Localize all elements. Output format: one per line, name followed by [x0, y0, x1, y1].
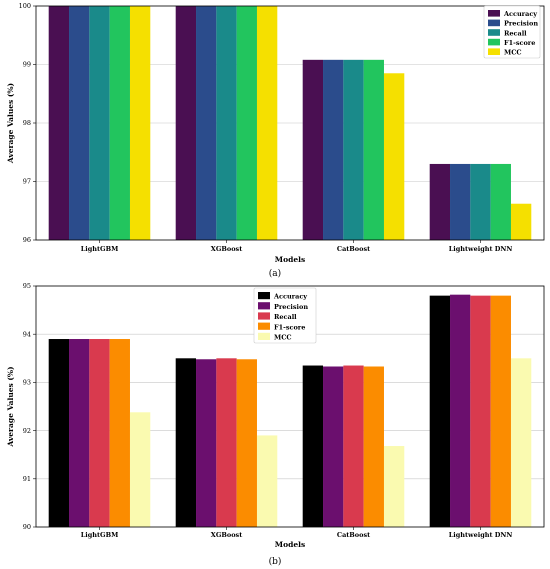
- x-tick-label: Lightweight DNN: [449, 245, 513, 253]
- legend-label: F1-score: [504, 39, 535, 47]
- panel-label: (b): [269, 556, 282, 567]
- y-tick-label: 100: [19, 2, 31, 10]
- x-tick-label: XGBoost: [211, 245, 242, 253]
- legend-swatch: [258, 312, 270, 320]
- legend-swatch: [258, 332, 270, 340]
- legend-label: Recall: [274, 313, 297, 321]
- bar-f1-score: [363, 366, 384, 527]
- bar-accuracy: [48, 339, 70, 527]
- legend-swatch: [258, 292, 270, 300]
- legend-swatch: [488, 19, 500, 27]
- bar-accuracy: [429, 163, 451, 240]
- bar-recall: [470, 163, 491, 240]
- y-tick-label: 99: [23, 61, 31, 69]
- bar-mcc: [129, 6, 151, 240]
- x-tick-label: LightGBM: [81, 245, 119, 253]
- y-tick-label: 94: [23, 330, 31, 338]
- x-tick-label: XGBoost: [211, 531, 242, 539]
- bar-mcc: [383, 73, 405, 241]
- bar-precision: [196, 359, 217, 527]
- bar-f1-score: [490, 163, 511, 240]
- x-tick-label: LightGBM: [81, 531, 119, 539]
- legend-label: Accuracy: [273, 293, 307, 301]
- y-tick-label: 95: [23, 282, 31, 290]
- legend-swatch: [488, 29, 500, 36]
- bar-recall: [343, 59, 364, 240]
- legend-label: MCC: [504, 49, 522, 57]
- bar-accuracy: [175, 358, 197, 527]
- bar-precision: [323, 366, 344, 527]
- y-tick-label: 96: [23, 236, 31, 244]
- bar-f1-score: [490, 295, 511, 527]
- legend-label: MCC: [274, 334, 292, 342]
- legend: Accuracy Precision Recall F1-score MCC: [253, 287, 317, 344]
- bar-f1-score: [109, 339, 130, 527]
- legend-label: Accuracy: [503, 10, 537, 18]
- x-axis-title: Models: [275, 540, 305, 549]
- legend-swatch: [488, 48, 500, 55]
- x-tick-label: CatBoost: [337, 245, 370, 253]
- legend-label: F1-score: [274, 323, 305, 331]
- bar-mcc: [510, 203, 532, 240]
- axes-frame: [35, 5, 545, 241]
- bar-accuracy: [302, 365, 324, 527]
- bar-f1-score: [236, 359, 257, 527]
- x-tick-label: CatBoost: [337, 531, 370, 539]
- axes-frame: [35, 285, 545, 528]
- legend-swatch: [488, 10, 500, 17]
- chart-panel-2: 90 91 92 93 94 95 LightGBM XGBoost CatBoost Light…: [6, 282, 545, 567]
- bar-recall: [89, 339, 110, 527]
- y-tick-label: 98: [23, 119, 31, 127]
- y-tick-label: 97: [23, 178, 31, 186]
- bar-mcc: [256, 435, 278, 527]
- legend-label: Precision: [274, 303, 308, 311]
- x-axis-title: Models: [275, 255, 305, 264]
- bar-recall: [343, 365, 364, 527]
- legend-label: Precision: [504, 20, 538, 28]
- bar-mcc: [510, 358, 532, 527]
- bar-accuracy: [175, 6, 197, 240]
- bar-f1-score: [363, 59, 384, 240]
- legend-swatch: [258, 322, 270, 330]
- bar-recall: [470, 295, 491, 527]
- bar-f1-score: [109, 6, 130, 240]
- legend-swatch: [258, 302, 270, 310]
- panel-label: (a): [269, 268, 281, 279]
- bar-accuracy: [429, 295, 451, 527]
- bar-mcc: [383, 446, 405, 527]
- bar-accuracy: [302, 59, 324, 240]
- y-tick-label: 90: [23, 523, 31, 531]
- chart-panel-1: 96 97 98 99 100 LightGBM XGBoost CatBoost Lightw…: [6, 2, 545, 279]
- bar-mcc: [256, 6, 278, 240]
- bar-precision: [69, 6, 90, 240]
- y-tick-label: 93: [23, 379, 31, 387]
- y-axis-title: Average Values (%): [6, 83, 15, 164]
- bar-precision: [450, 294, 471, 527]
- bar-recall: [89, 6, 110, 240]
- bar-mcc: [129, 412, 151, 527]
- bar-recall: [216, 358, 237, 527]
- bar-precision: [323, 59, 344, 240]
- x-tick-label: Lightweight DNN: [449, 531, 513, 539]
- y-axis-title: Average Values (%): [6, 366, 15, 447]
- bar-recall: [216, 6, 237, 240]
- bar-precision: [196, 6, 217, 240]
- bar-f1-score: [236, 6, 257, 240]
- bar-precision: [450, 163, 471, 240]
- bar-accuracy: [48, 6, 70, 240]
- legend-swatch: [488, 38, 500, 46]
- legend-label: Recall: [504, 29, 527, 37]
- y-tick-label: 91: [23, 475, 31, 483]
- bar-precision: [69, 339, 90, 527]
- y-tick-label: 92: [23, 427, 31, 435]
